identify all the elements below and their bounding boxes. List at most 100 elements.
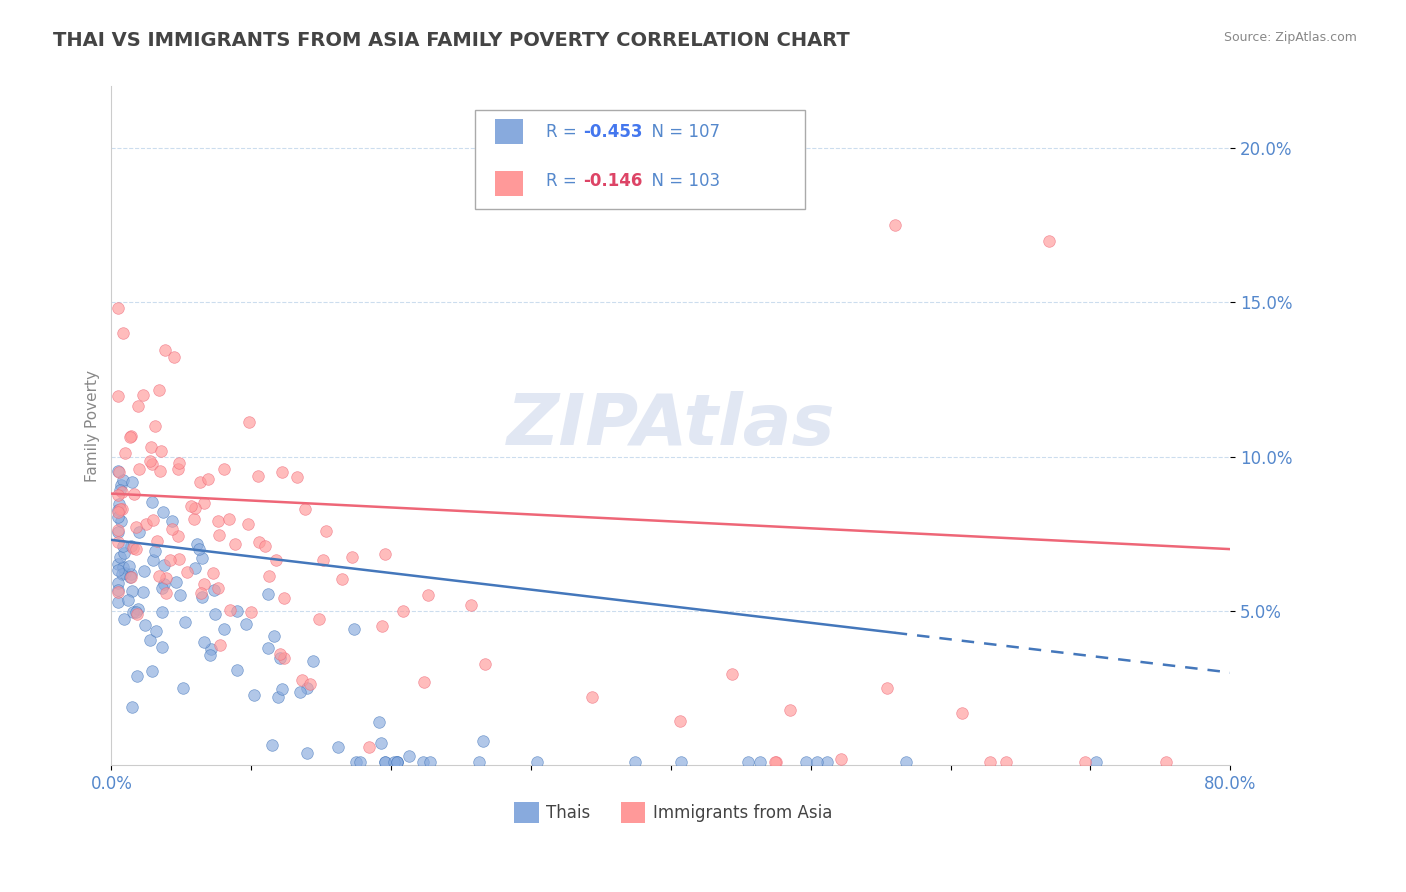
Point	[876, 681, 898, 695]
Point	[460, 598, 482, 612]
Point	[737, 755, 759, 769]
Text: -0.146: -0.146	[583, 172, 643, 190]
Point	[107, 301, 129, 316]
Point	[197, 472, 219, 486]
Point	[125, 669, 148, 683]
Point	[765, 755, 787, 769]
Text: THAI VS IMMIGRANTS FROM ASIA FAMILY POVERTY CORRELATION CHART: THAI VS IMMIGRANTS FROM ASIA FAMILY POVE…	[53, 31, 851, 50]
Point	[152, 506, 174, 520]
Point	[188, 542, 211, 557]
Point	[581, 690, 603, 704]
Point	[159, 553, 181, 567]
Point	[134, 617, 156, 632]
Point	[207, 581, 229, 595]
Point	[111, 326, 134, 341]
Point	[114, 566, 136, 580]
Point	[385, 755, 408, 769]
Point	[297, 681, 319, 696]
Point	[374, 755, 396, 769]
Point	[200, 641, 222, 656]
Point	[111, 559, 134, 574]
Point	[112, 546, 135, 560]
Point	[111, 473, 134, 487]
Point	[107, 557, 129, 571]
Point	[186, 536, 208, 550]
Point	[291, 673, 314, 687]
Point	[257, 640, 280, 655]
Point	[796, 755, 818, 769]
FancyBboxPatch shape	[495, 171, 523, 196]
Point	[201, 566, 224, 580]
FancyBboxPatch shape	[475, 110, 806, 209]
Point	[285, 470, 308, 484]
Text: N = 107: N = 107	[641, 123, 720, 141]
Point	[412, 755, 434, 769]
Point	[183, 500, 205, 515]
Point	[120, 429, 142, 443]
Point	[191, 590, 214, 604]
Point	[193, 496, 215, 510]
Point	[117, 593, 139, 607]
Point	[139, 453, 162, 467]
Text: Source: ZipAtlas.com: Source: ZipAtlas.com	[1223, 31, 1357, 45]
Point	[273, 591, 295, 606]
Point	[226, 604, 249, 618]
Point	[132, 585, 155, 599]
Point	[883, 218, 905, 232]
Point	[146, 534, 169, 549]
Point	[155, 586, 177, 600]
Point	[107, 525, 129, 540]
Point	[143, 543, 166, 558]
Point	[270, 681, 292, 696]
Point	[127, 607, 149, 622]
Point	[1084, 755, 1107, 769]
Point	[308, 612, 330, 626]
Point	[267, 690, 290, 705]
Point	[107, 509, 129, 524]
Point	[138, 632, 160, 647]
Point	[214, 462, 236, 476]
Point	[111, 566, 134, 581]
Point	[167, 462, 190, 476]
Point	[163, 350, 186, 364]
Point	[107, 524, 129, 538]
Point	[152, 577, 174, 591]
Point	[141, 440, 163, 454]
Point	[120, 570, 142, 584]
Point	[141, 458, 163, 472]
Point	[413, 674, 436, 689]
Point	[128, 524, 150, 539]
Text: ZIPAtlas: ZIPAtlas	[506, 392, 835, 460]
Point	[418, 755, 440, 769]
Point	[387, 755, 409, 769]
Point	[418, 588, 440, 602]
FancyBboxPatch shape	[495, 119, 523, 144]
Point	[107, 594, 129, 608]
Point	[120, 567, 142, 582]
Point	[127, 399, 149, 413]
Point	[271, 465, 294, 479]
Point	[749, 755, 772, 769]
Point	[174, 615, 197, 629]
Point	[111, 485, 134, 500]
Point	[135, 517, 157, 532]
Point	[624, 755, 647, 769]
Point	[208, 638, 231, 652]
Point	[172, 681, 194, 695]
Point	[150, 581, 173, 595]
Point	[247, 535, 270, 549]
Point	[160, 522, 183, 536]
Point	[243, 689, 266, 703]
Point	[371, 619, 394, 633]
Text: R =: R =	[546, 123, 582, 141]
Point	[107, 535, 129, 549]
Point	[107, 497, 129, 511]
Point	[468, 755, 491, 769]
Text: R =: R =	[546, 172, 582, 190]
Point	[110, 477, 132, 491]
Point	[315, 524, 337, 538]
Text: Immigrants from Asia: Immigrants from Asia	[652, 804, 832, 822]
Point	[830, 752, 852, 766]
Point	[143, 419, 166, 434]
Point	[121, 584, 143, 599]
